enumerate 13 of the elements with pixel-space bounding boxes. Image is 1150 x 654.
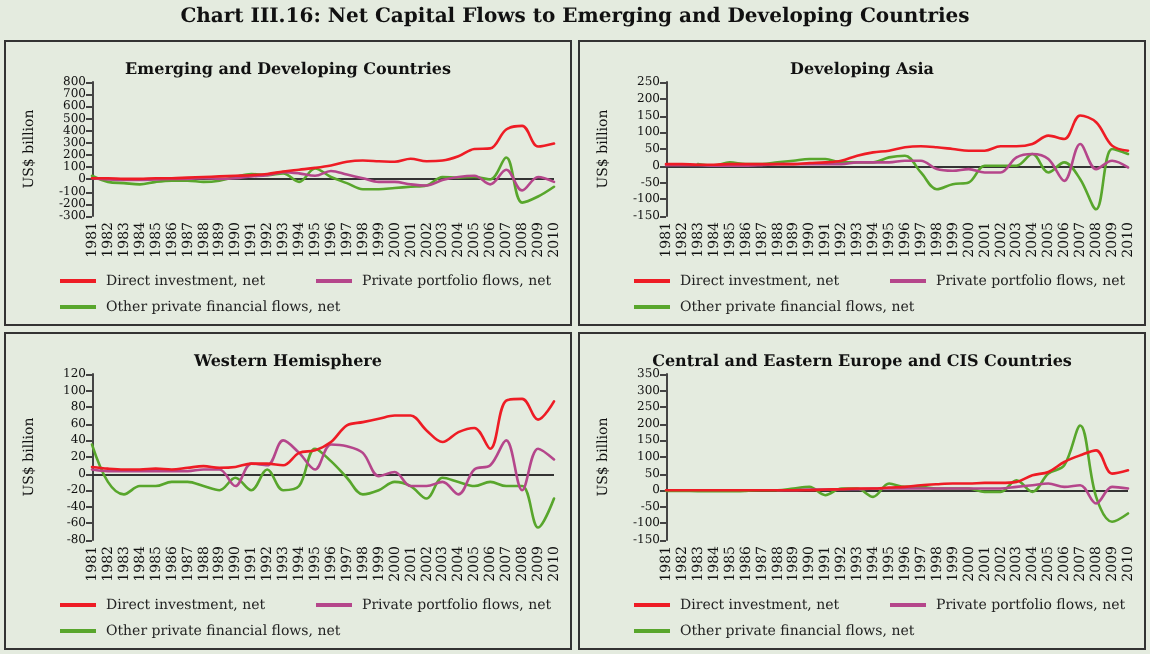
line-series [90, 124, 556, 181]
line-series [664, 449, 1130, 492]
line-series [90, 156, 556, 204]
line-series [90, 443, 556, 529]
line-series [90, 439, 556, 496]
line-series [664, 114, 1130, 167]
chart-title: Western Hemisphere [192, 350, 382, 370]
line-series [664, 142, 1130, 183]
text: Chart III.16: Net Capital Flows to Emerging and Developing Countries [178, 4, 972, 32]
line-series [90, 397, 556, 471]
chart-title: Emerging and Developing Countries [125, 58, 452, 78]
chart-title: Developing Asia [790, 58, 934, 78]
chart-title: Central and Eastern Europe and CIS Countries [652, 350, 1073, 370]
